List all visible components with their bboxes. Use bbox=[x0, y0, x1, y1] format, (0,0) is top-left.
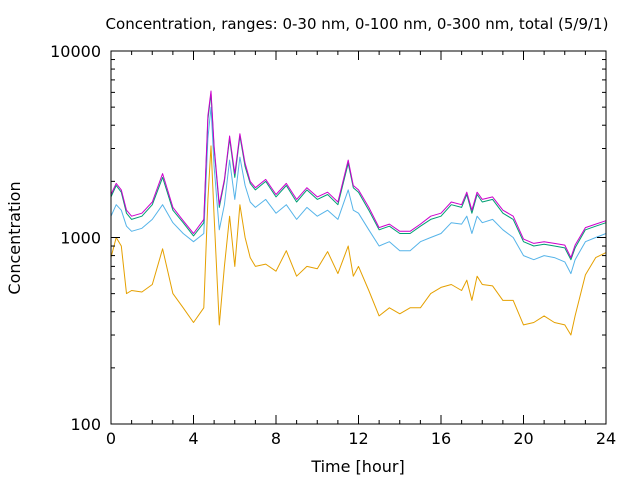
series-layer bbox=[110, 90, 607, 336]
plot-frame bbox=[110, 50, 607, 425]
x-tick-label: 8 bbox=[271, 429, 281, 448]
y-tick-label: 1000 bbox=[60, 229, 101, 248]
x-tick-label: 4 bbox=[188, 429, 198, 448]
series-line-4 bbox=[110, 90, 607, 259]
y-axis-label: Concentration bbox=[5, 181, 24, 294]
x-tick-label: 16 bbox=[431, 429, 451, 448]
x-tick-label: 20 bbox=[513, 429, 533, 448]
y-tick-label: 100 bbox=[70, 415, 101, 434]
ticks-layer: 0 4 8 12 16 20 24 100 1000 10000 bbox=[50, 42, 616, 448]
series-line-2 bbox=[110, 106, 607, 275]
x-tick-label: 24 bbox=[596, 429, 616, 448]
chart-title: Concentration, ranges: 0-30 nm, 0-100 nm… bbox=[106, 15, 609, 33]
y-tick-label: 10000 bbox=[50, 42, 101, 61]
x-tick-label: 0 bbox=[106, 429, 116, 448]
series-line-3 bbox=[110, 93, 607, 261]
x-axis-label: Time [hour] bbox=[310, 457, 404, 476]
series-line-1 bbox=[110, 145, 607, 336]
x-tick-label: 12 bbox=[348, 429, 368, 448]
